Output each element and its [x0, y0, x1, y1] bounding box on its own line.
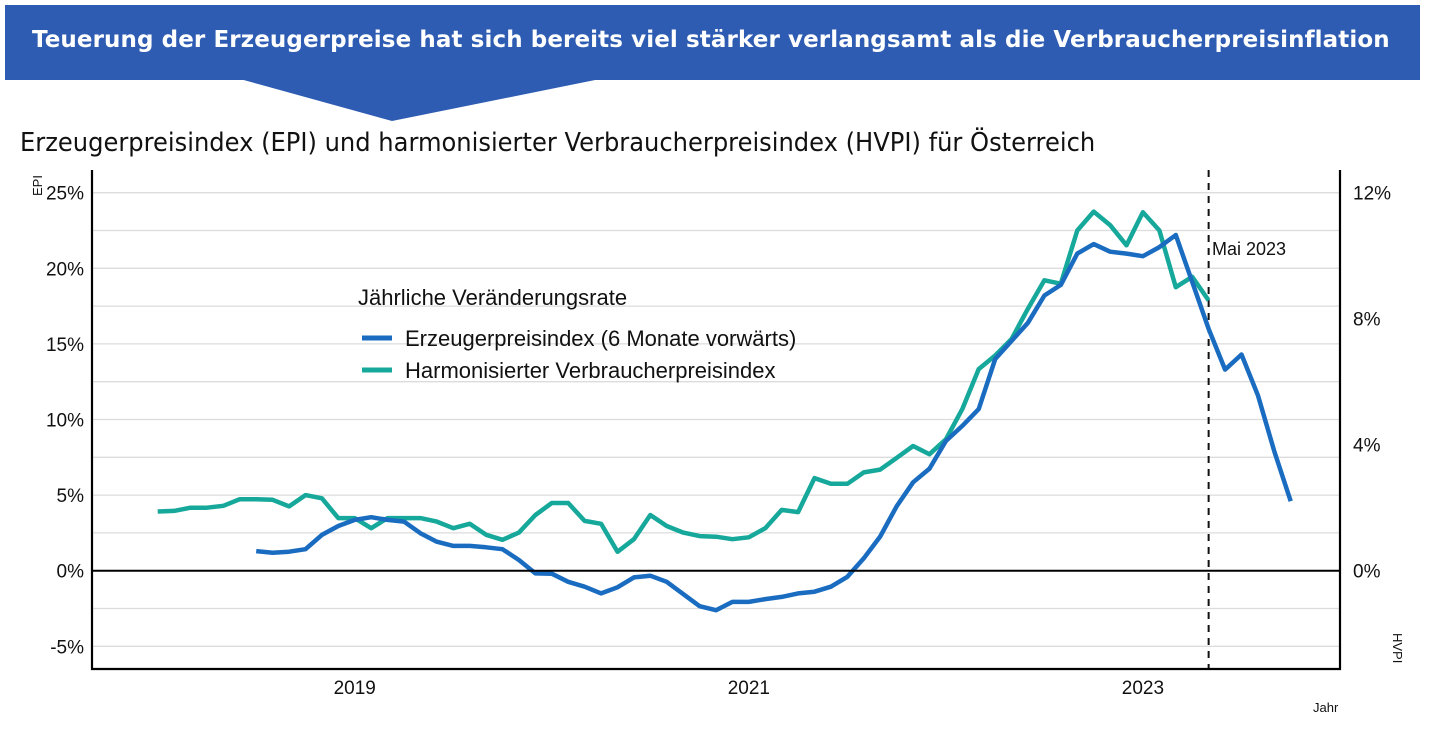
- y-left-tick-label: 10%: [46, 411, 84, 432]
- legend-label-hvpi: Harmonisierter Verbraucherpreisindex: [405, 358, 776, 383]
- legend-label-epi: Erzeugerpreisindex (6 Monate vorwärts): [405, 326, 796, 351]
- series-line-epi: [255, 232, 1293, 613]
- x-tick-label: 2023: [1122, 678, 1164, 699]
- x-axis-label: Jahr: [1313, 700, 1339, 715]
- headline-banner: Teuerung der Erzeugerpreise hat sich ber…: [5, 5, 1420, 80]
- y-left-tick-label: 0%: [57, 562, 85, 583]
- y-right-tick-label: 8%: [1353, 310, 1381, 331]
- axes: [90, 170, 1342, 671]
- y-left-tick-label: 5%: [57, 486, 85, 507]
- legend-title: Jährliche Veränderungsrate: [358, 285, 627, 310]
- headline-text: Teuerung der Erzeugerpreise hat sich ber…: [32, 27, 1390, 53]
- y-left-tick-label: 15%: [46, 335, 84, 356]
- y-left-tick-label: 25%: [46, 184, 84, 205]
- series-line-hvpi: [157, 209, 1211, 555]
- y-right-tick-label: 4%: [1353, 436, 1381, 457]
- legend: Jährliche Veränderungsrate Erzeugerpreis…: [358, 285, 796, 383]
- x-tick-label: 2019: [334, 678, 376, 699]
- series-lines: [157, 209, 1293, 613]
- x-tick-label: 2021: [728, 678, 770, 699]
- y-right-tick-label: 0%: [1353, 562, 1381, 583]
- y-left-tick-label: -5%: [50, 637, 84, 658]
- y-right-tick-label: 12%: [1353, 184, 1391, 205]
- tick-labels: -5% 0% 5% 10% 15% 20% 25% 0% 4% 8% 12% 2019 2021 2023: [46, 184, 1391, 699]
- chart-title: Erzeugerpreisindex (EPI) und harmonisier…: [20, 128, 1096, 158]
- gridlines: [92, 192, 1340, 647]
- axis-frame: [90, 170, 1342, 671]
- y-left-tick-label: 20%: [46, 259, 84, 280]
- y-axis-left-label: EPI: [30, 175, 45, 196]
- annotation-label: Mai 2023: [1212, 239, 1286, 259]
- y-axis-right-label: HVPI: [1390, 633, 1405, 663]
